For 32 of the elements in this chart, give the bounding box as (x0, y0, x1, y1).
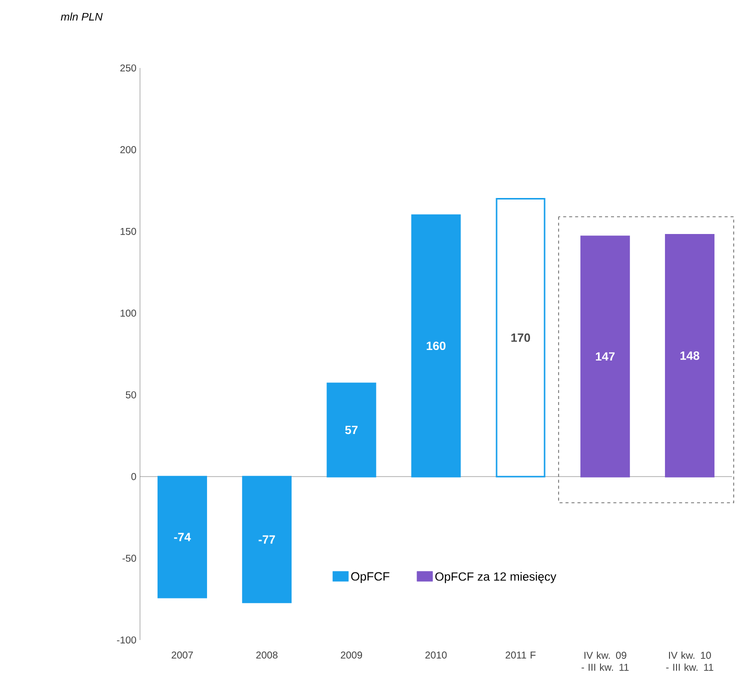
bar (580, 236, 630, 478)
data-label: 57 (345, 426, 358, 434)
y-tick-label: -50 (122, 554, 136, 562)
data-label: 147 (596, 352, 615, 361)
bar (158, 476, 208, 598)
data-label: 148 (680, 351, 700, 360)
x-tick-label: 2009 (340, 652, 362, 659)
bar (326, 382, 376, 478)
data-label: -74 (174, 532, 191, 542)
bar (664, 234, 714, 478)
x-tick-label: 2007 (172, 652, 193, 659)
x-tick-label: IV kw. 09 - III kw. 11 (582, 652, 629, 671)
legend-label: OpFCF za 12 miesięcy (435, 572, 556, 584)
x-tick-label: 2008 (256, 652, 278, 659)
y-axis-title: mln PLN (60, 12, 103, 20)
data-label: 160 (426, 342, 446, 350)
bar (242, 476, 292, 604)
y-tick-label: -100 (116, 636, 136, 644)
y-tick-label: 250 (120, 64, 136, 72)
y-tick-label: 0 (131, 473, 136, 480)
x-tick-label: 2010 (425, 652, 447, 659)
bar (411, 214, 461, 478)
data-label: 170 (511, 333, 530, 342)
y-tick-label: 200 (120, 146, 136, 154)
legend-label: OpFCF (351, 572, 390, 583)
x-tick-label: IV kw. 10 - III kw. 11 (666, 652, 714, 671)
bar (496, 198, 546, 478)
y-tick-label: 150 (120, 228, 136, 235)
data-label: -77 (258, 535, 275, 544)
y-tick-label: 100 (120, 310, 136, 317)
x-tick-label: 2011 F (506, 652, 536, 659)
y-tick-label: 50 (126, 391, 136, 398)
